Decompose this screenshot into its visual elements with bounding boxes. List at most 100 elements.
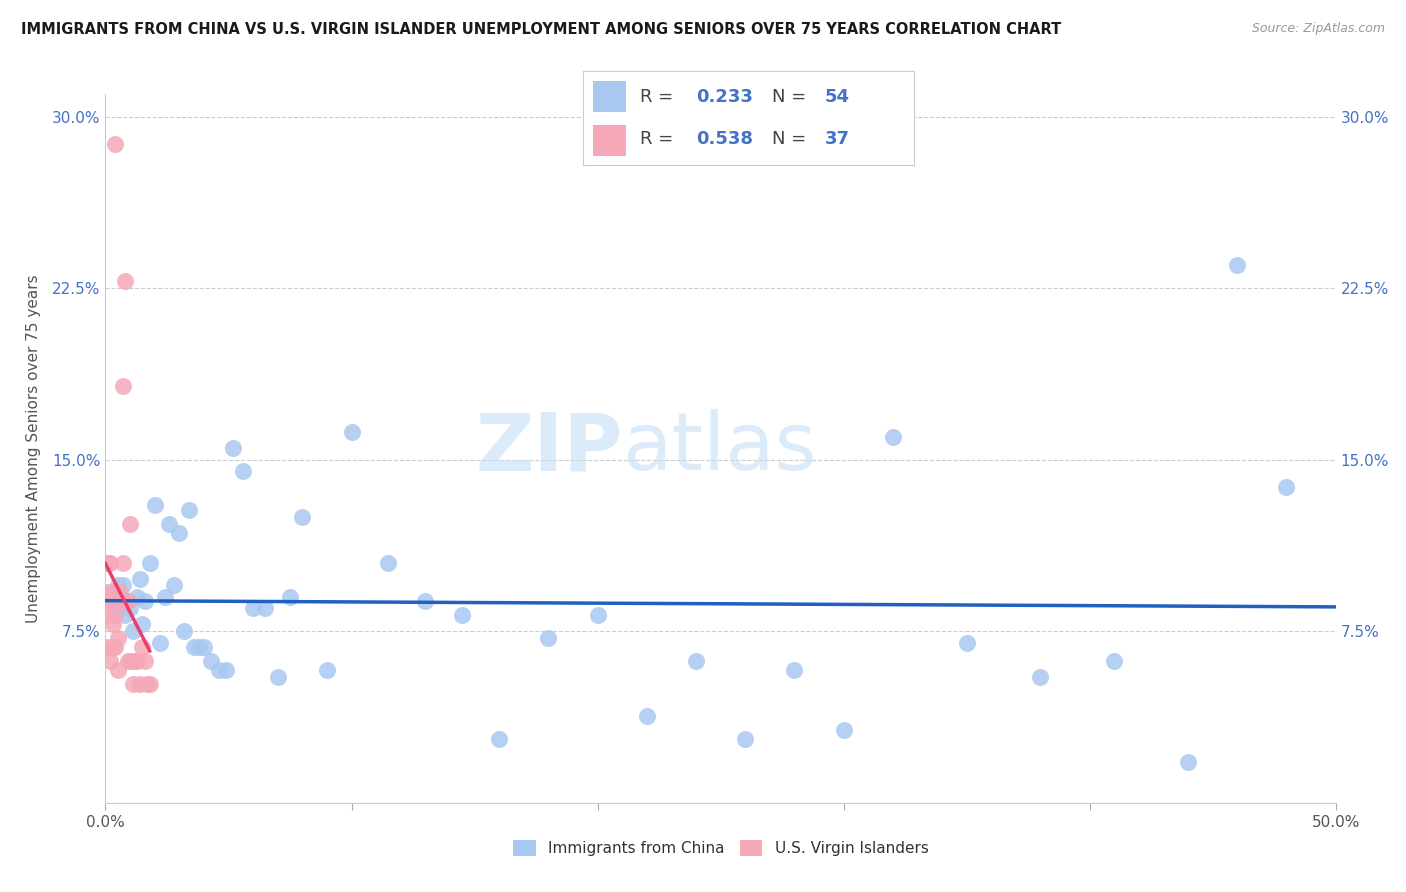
Point bbox=[340, 425, 363, 440]
Point bbox=[111, 578, 134, 592]
Point bbox=[131, 617, 153, 632]
Text: 0.538: 0.538 bbox=[696, 130, 752, 148]
FancyBboxPatch shape bbox=[593, 125, 627, 156]
Point bbox=[120, 601, 141, 615]
Point bbox=[121, 677, 143, 691]
Point bbox=[107, 578, 129, 592]
Text: R =: R = bbox=[640, 130, 679, 148]
Point bbox=[1275, 480, 1298, 494]
Point bbox=[254, 601, 277, 615]
Point bbox=[134, 594, 156, 608]
Point bbox=[98, 556, 122, 570]
Point bbox=[882, 430, 904, 444]
Point bbox=[832, 723, 855, 737]
Point bbox=[173, 624, 195, 639]
Point bbox=[153, 590, 176, 604]
Point bbox=[586, 608, 609, 623]
Point bbox=[377, 556, 399, 570]
Point bbox=[149, 635, 172, 649]
Point bbox=[415, 594, 437, 608]
Text: N =: N = bbox=[772, 130, 811, 148]
Point bbox=[215, 663, 238, 677]
Point bbox=[111, 556, 134, 570]
Point bbox=[114, 274, 136, 288]
Point bbox=[98, 654, 122, 668]
Point bbox=[96, 608, 118, 623]
Y-axis label: Unemployment Among Seniors over 75 years: Unemployment Among Seniors over 75 years bbox=[25, 274, 41, 623]
Point bbox=[1029, 670, 1052, 684]
Point bbox=[169, 525, 191, 540]
Point bbox=[232, 464, 254, 478]
Point bbox=[315, 663, 337, 677]
Point bbox=[111, 379, 134, 393]
Point bbox=[97, 594, 120, 608]
Point bbox=[183, 640, 205, 655]
Point bbox=[1226, 258, 1249, 272]
Point bbox=[127, 654, 149, 668]
Point bbox=[96, 640, 118, 655]
Point bbox=[104, 136, 127, 151]
Legend: Immigrants from China, U.S. Virgin Islanders: Immigrants from China, U.S. Virgin Islan… bbox=[506, 834, 935, 863]
Point bbox=[188, 640, 211, 655]
Point bbox=[685, 654, 707, 668]
Point bbox=[537, 631, 560, 645]
Text: N =: N = bbox=[772, 87, 811, 105]
Point bbox=[104, 608, 127, 623]
Text: ZIP: ZIP bbox=[475, 409, 621, 487]
Point bbox=[97, 585, 120, 599]
Point bbox=[242, 601, 264, 615]
Point bbox=[138, 677, 162, 691]
Point bbox=[488, 731, 510, 746]
Point bbox=[291, 509, 314, 524]
Point bbox=[107, 663, 129, 677]
Text: 37: 37 bbox=[825, 130, 849, 148]
Point bbox=[138, 556, 162, 570]
Point bbox=[278, 590, 301, 604]
Text: R =: R = bbox=[640, 87, 679, 105]
Point bbox=[127, 590, 149, 604]
Point bbox=[179, 503, 201, 517]
Point bbox=[193, 640, 215, 655]
Text: atlas: atlas bbox=[621, 409, 817, 487]
Point bbox=[267, 670, 290, 684]
Point bbox=[98, 594, 122, 608]
Point bbox=[114, 594, 136, 608]
Point bbox=[107, 631, 129, 645]
Text: IMMIGRANTS FROM CHINA VS U.S. VIRGIN ISLANDER UNEMPLOYMENT AMONG SENIORS OVER 75: IMMIGRANTS FROM CHINA VS U.S. VIRGIN ISL… bbox=[21, 22, 1062, 37]
Point bbox=[110, 601, 132, 615]
Point bbox=[121, 624, 143, 639]
Point bbox=[101, 640, 124, 655]
FancyBboxPatch shape bbox=[593, 81, 627, 112]
Point bbox=[110, 585, 132, 599]
Point bbox=[104, 640, 127, 655]
Point bbox=[124, 654, 146, 668]
Point bbox=[1177, 755, 1199, 769]
Point bbox=[101, 617, 124, 632]
Point bbox=[117, 594, 139, 608]
Point bbox=[131, 640, 153, 655]
Point bbox=[783, 663, 806, 677]
Point bbox=[129, 572, 152, 586]
Point bbox=[120, 516, 141, 531]
Point bbox=[117, 594, 139, 608]
Point bbox=[97, 556, 120, 570]
Text: 0.233: 0.233 bbox=[696, 87, 752, 105]
Point bbox=[1102, 654, 1125, 668]
Point bbox=[734, 731, 756, 746]
Point bbox=[163, 578, 186, 592]
Point bbox=[129, 677, 152, 691]
Point bbox=[110, 594, 132, 608]
Point bbox=[101, 585, 124, 599]
Text: 54: 54 bbox=[825, 87, 849, 105]
Point bbox=[636, 709, 658, 723]
Point bbox=[136, 677, 159, 691]
Point bbox=[104, 590, 127, 604]
Point bbox=[117, 654, 139, 668]
Point bbox=[451, 608, 474, 623]
Point bbox=[956, 635, 979, 649]
Point bbox=[114, 608, 136, 623]
Point bbox=[159, 516, 180, 531]
Point bbox=[98, 594, 122, 608]
Text: Source: ZipAtlas.com: Source: ZipAtlas.com bbox=[1251, 22, 1385, 36]
Point bbox=[134, 654, 156, 668]
